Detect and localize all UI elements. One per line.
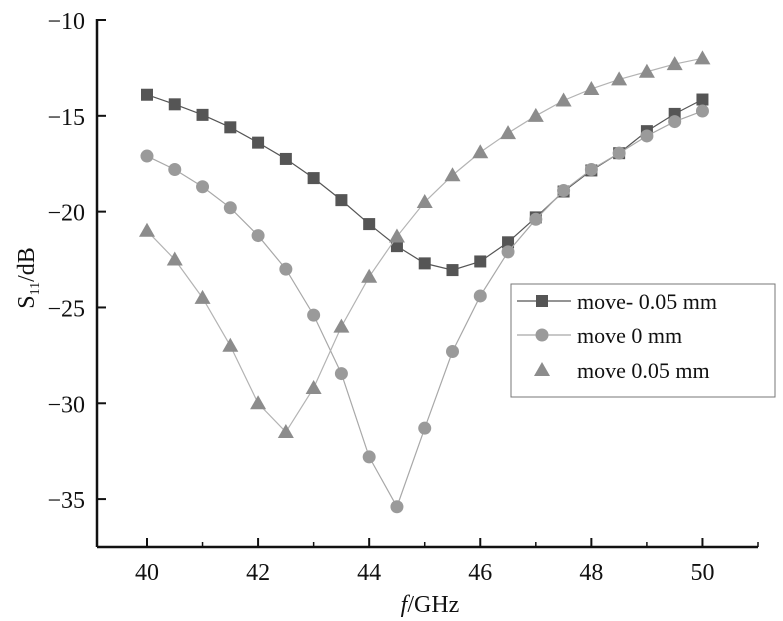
x-axis-label-rest: /GHz xyxy=(407,592,459,618)
series-line xyxy=(146,94,703,271)
legend-box xyxy=(510,283,776,398)
legend-label: move 0 mm xyxy=(577,323,682,348)
data-point xyxy=(611,71,628,86)
data-point xyxy=(612,146,626,160)
data-point xyxy=(418,421,432,435)
data-point xyxy=(696,93,709,106)
legend-item: move 0 mm xyxy=(517,323,682,348)
data-point xyxy=(557,184,571,198)
x-tick-label: 44 xyxy=(357,560,381,586)
data-point xyxy=(194,289,211,304)
data-point xyxy=(362,450,376,464)
series-triangle xyxy=(138,50,711,439)
data-point xyxy=(138,222,155,237)
data-point xyxy=(335,194,348,207)
y-tick-label: −30 xyxy=(47,392,85,418)
y-axis-label-sub: 11 xyxy=(28,282,43,295)
data-point xyxy=(277,424,294,439)
legend-label: move 0.05 mm xyxy=(577,358,710,383)
data-point xyxy=(529,212,543,226)
y-tick-label: −15 xyxy=(47,105,85,131)
data-point xyxy=(638,63,655,78)
data-point xyxy=(473,289,487,303)
data-point xyxy=(361,268,378,283)
data-point xyxy=(279,262,293,276)
data-point xyxy=(388,228,405,243)
x-tick-label: 46 xyxy=(468,560,492,586)
data-point xyxy=(444,167,461,182)
data-point xyxy=(446,264,459,277)
x-axis-label-italic: f xyxy=(401,592,411,618)
y-tick-label: −35 xyxy=(47,488,85,514)
data-point xyxy=(668,115,682,129)
legend-marker xyxy=(535,328,549,342)
data-point xyxy=(390,500,404,514)
data-point xyxy=(418,257,431,270)
data-point xyxy=(474,255,487,268)
data-point xyxy=(502,236,515,249)
legend-marker xyxy=(534,362,550,376)
data-point xyxy=(584,162,598,176)
x-tick-label: 40 xyxy=(135,560,159,586)
data-point xyxy=(223,201,237,215)
y-tick-label: −25 xyxy=(47,296,85,322)
data-point xyxy=(140,88,153,101)
data-point xyxy=(334,367,348,381)
y-axis-label-main: S xyxy=(14,295,40,308)
data-point xyxy=(472,144,489,159)
legend-items: move- 0.05 mm move 0 mm move 0.05 mm xyxy=(517,289,717,383)
data-point xyxy=(196,108,209,121)
data-point xyxy=(140,149,154,163)
data-point xyxy=(390,240,403,253)
data-point xyxy=(307,308,321,322)
data-point xyxy=(500,125,517,140)
legend-item: move- 0.05 mm xyxy=(517,289,717,314)
legend: move- 0.05 mm move 0 mm move 0.05 mm xyxy=(510,283,776,398)
data-point xyxy=(416,194,433,209)
series-square xyxy=(140,88,709,277)
y-tick-label: −10 xyxy=(47,9,85,35)
data-point xyxy=(224,121,237,134)
x-axis-ticks: 40 42 44 46 48 50 xyxy=(135,538,759,586)
x-tick-label: 48 xyxy=(579,560,603,586)
data-point xyxy=(168,98,181,111)
y-axis-label: S11/dB xyxy=(14,247,43,309)
data-point xyxy=(252,136,265,149)
data-point xyxy=(694,50,711,65)
legend-item: move 0.05 mm xyxy=(534,358,710,383)
plot-area: −10 −15 −20 −25 −30 −35 40 42 44 46 48 50 xyxy=(47,9,759,586)
data-point xyxy=(363,218,376,231)
data-point xyxy=(695,104,709,118)
data-point xyxy=(168,162,182,176)
data-point xyxy=(196,180,210,194)
data-point xyxy=(250,395,267,410)
data-point xyxy=(307,172,320,185)
legend-label: move- 0.05 mm xyxy=(577,289,717,314)
data-point xyxy=(583,80,600,95)
data-point xyxy=(279,152,292,165)
data-point xyxy=(251,229,265,243)
x-tick-label: 50 xyxy=(690,560,714,586)
data-point xyxy=(527,107,544,122)
data-point xyxy=(555,92,572,107)
legend-marker xyxy=(536,295,548,307)
y-axis-ticks: −10 −15 −20 −25 −30 −35 xyxy=(47,9,106,514)
data-point xyxy=(166,251,183,266)
series-circle xyxy=(140,104,709,514)
data-point xyxy=(445,345,459,359)
data-point xyxy=(640,129,654,143)
y-axis-label-rest: /dB xyxy=(14,247,40,282)
data-point xyxy=(222,337,239,352)
x-tick-label: 42 xyxy=(246,560,270,586)
data-point xyxy=(666,56,683,71)
data-point xyxy=(333,318,350,333)
data-point xyxy=(501,245,515,259)
x-axis-label: f/GHz xyxy=(401,592,460,618)
series-layer xyxy=(138,50,711,514)
data-point xyxy=(305,379,322,394)
y-tick-label: −20 xyxy=(47,201,85,227)
